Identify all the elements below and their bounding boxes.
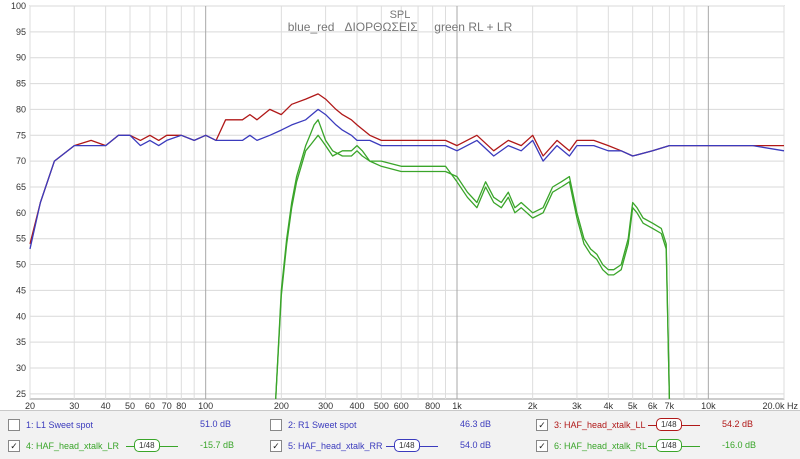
y-tick-label: 70 <box>16 156 26 166</box>
x-tick-label: 60 <box>145 401 155 410</box>
series-line-3 <box>29 93 784 245</box>
x-tick-label: 20.0k Hz <box>762 401 798 410</box>
legend-item[interactable]: ✓ 6: HAF_head_xtalk_RL <box>536 437 647 455</box>
legend-panel: 1: L1 Sweet spot 51.0 dB 2: R1 Sweet spot 4… <box>0 410 800 459</box>
legend-value: 46.3 dB <box>460 419 492 429</box>
series-line-1 <box>275 119 671 400</box>
legend-item[interactable]: ✓ 4: HAF_head_xtalk_LR <box>8 437 119 455</box>
y-axis-ticks: 25 30 35 40 45 50 55 60 65 70 75 80 85 90 95 100 <box>11 1 26 399</box>
legend-value: -15.7 dB <box>200 440 235 450</box>
chart-title: SPL <box>390 9 411 21</box>
legend-label: 6: HAF_head_xtalk_RL <box>554 441 648 451</box>
x-tick-label: 2k <box>528 401 538 410</box>
x-tick-label: 800 <box>425 401 440 410</box>
y-tick-label: 55 <box>16 234 26 244</box>
legend-smoothing-badge[interactable]: 1/48 <box>656 439 682 452</box>
x-tick-label: 400 <box>349 401 364 410</box>
legend-smoothing-badge[interactable]: 1/48 <box>394 439 420 452</box>
y-tick-label: 35 <box>16 337 26 347</box>
legend-label: 5: HAF_head_xtalk_RR <box>288 441 383 451</box>
series-line-2 <box>275 134 671 400</box>
legend-value: 54.0 dB <box>460 440 492 450</box>
x-tick-label: 70 <box>162 401 172 410</box>
legend-item[interactable]: ✓ 3: HAF_head_xtalk_LL <box>536 416 646 434</box>
x-tick-label: 200 <box>274 401 289 410</box>
y-tick-label: 40 <box>16 311 26 321</box>
spl-chart: 25 30 35 40 45 50 55 60 65 70 75 80 85 90 95 100 20 30 40… <box>11 1 799 410</box>
legend-checkbox[interactable]: ✓ <box>270 440 282 452</box>
legend-item[interactable]: ✓ 5: HAF_head_xtalk_RR <box>270 437 383 455</box>
legend-checkbox[interactable]: ✓ <box>536 419 548 431</box>
chart-subtitle: blue_red ΔΙΟΡΘΩΣΕΙΣ green RL + LR <box>288 20 513 34</box>
legend-checkbox[interactable] <box>270 419 282 431</box>
y-tick-label: 90 <box>16 53 26 63</box>
legend-label: 1: L1 Sweet spot <box>26 420 94 430</box>
grid <box>29 5 785 399</box>
legend-checkbox[interactable] <box>8 419 20 431</box>
x-tick-label: 10k <box>701 401 716 410</box>
plot-area <box>29 5 785 400</box>
y-tick-label: 75 <box>16 130 26 140</box>
y-tick-label: 25 <box>16 389 26 399</box>
y-tick-label: 95 <box>16 27 26 37</box>
legend-label: 4: HAF_head_xtalk_LR <box>26 441 120 451</box>
legend-label: 3: HAF_head_xtalk_LL <box>554 420 646 430</box>
x-tick-label: 40 <box>101 401 111 410</box>
y-tick-label: 50 <box>16 260 26 270</box>
y-tick-label: 85 <box>16 79 26 89</box>
x-tick-label: 50 <box>125 401 135 410</box>
x-tick-label: 4k <box>604 401 614 410</box>
y-tick-label: 60 <box>16 208 26 218</box>
x-tick-label: 1k <box>452 401 462 410</box>
legend-item[interactable]: 2: R1 Sweet spot <box>270 416 357 434</box>
legend-value: 54.2 dB <box>722 419 754 429</box>
x-tick-label: 80 <box>176 401 186 410</box>
x-tick-label: 5k <box>628 401 638 410</box>
y-tick-label: 45 <box>16 285 26 295</box>
legend-checkbox[interactable]: ✓ <box>536 440 548 452</box>
y-tick-label: 100 <box>11 1 26 11</box>
legend-value: 51.0 dB <box>200 419 232 429</box>
x-axis-ticks: 20 30 40 50 60 70 80 100 200 300 400 500 600 800 1k 2k 3… <box>25 401 798 410</box>
series-line-4 <box>29 108 785 250</box>
x-tick-label: 500 <box>374 401 389 410</box>
x-tick-label: 7k <box>665 401 675 410</box>
x-tick-label: 20 <box>25 401 35 410</box>
legend-label: 2: R1 Sweet spot <box>288 420 357 430</box>
legend-smoothing-badge[interactable]: 1/48 <box>656 418 682 431</box>
y-tick-label: 80 <box>16 104 26 114</box>
legend-item[interactable]: 1: L1 Sweet spot <box>8 416 93 434</box>
legend-checkbox[interactable]: ✓ <box>8 440 20 452</box>
y-tick-label: 65 <box>16 182 26 192</box>
x-tick-label: 30 <box>69 401 79 410</box>
y-tick-label: 30 <box>16 363 26 373</box>
x-tick-label: 300 <box>318 401 333 410</box>
legend-value: -16.0 dB <box>722 440 757 450</box>
x-tick-label: 6k <box>648 401 658 410</box>
series-group <box>29 93 785 400</box>
x-tick-label: 3k <box>572 401 582 410</box>
legend-smoothing-badge[interactable]: 1/48 <box>134 439 160 452</box>
x-tick-label: 600 <box>394 401 409 410</box>
x-tick-label: 100 <box>198 401 213 410</box>
